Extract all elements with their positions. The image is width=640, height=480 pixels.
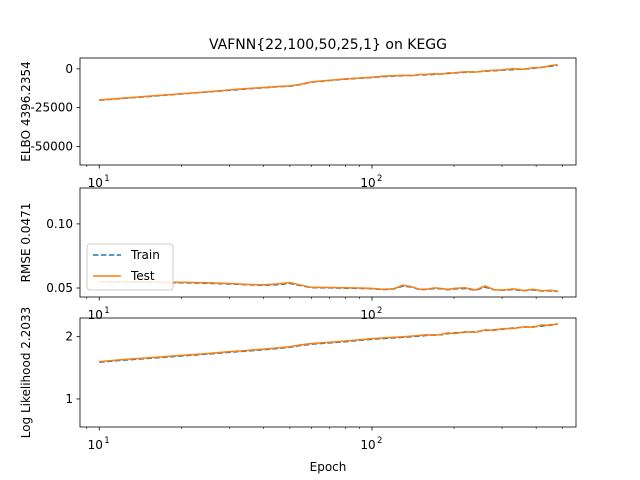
y-tick-label: 2 [65, 330, 73, 344]
legend-test-label: Test [130, 269, 155, 283]
y-tick-label: 1 [65, 392, 73, 406]
x-tick-exponent: 2 [377, 306, 382, 316]
x-tick-label: 10 [360, 438, 375, 452]
test-series-line [99, 63, 558, 101]
x-tick-exponent: 1 [104, 174, 109, 184]
x-tick-label: 10 [360, 308, 375, 322]
subplot-frame [79, 57, 577, 166]
y-tick-label: 0.10 [46, 217, 73, 231]
legend: Train Test [86, 243, 174, 291]
x-tick-label: 10 [88, 308, 103, 322]
y-tick-label: 0.05 [46, 281, 73, 295]
x-tick-label: 10 [88, 438, 103, 452]
x-tick-label: 10 [88, 176, 103, 190]
x-axis-label: Epoch [310, 460, 347, 474]
legend-train-label: Train [130, 248, 160, 262]
x-tick-exponent: 2 [377, 436, 382, 446]
test-series-line [99, 322, 558, 363]
y-tick-label: 0 [65, 62, 73, 76]
subplot-frame [79, 317, 577, 428]
y-tick-label: -25000 [30, 101, 73, 115]
chart-title: VAFNN{22,100,50,25,1} on KEGG [209, 37, 447, 53]
y-axis-label: Log Likelihood 2.2033 [19, 307, 33, 439]
x-tick-exponent: 2 [377, 174, 382, 184]
legend-box [86, 243, 174, 291]
x-tick-exponent: 1 [104, 436, 109, 446]
y-axis-label: RMSE 0.0471 [19, 203, 33, 283]
subplot-frame [79, 187, 577, 298]
y-axis-label: ELBO 4396.2354 [19, 61, 33, 161]
x-tick-exponent: 1 [104, 306, 109, 316]
y-tick-label: -50000 [30, 139, 73, 153]
x-tick-label: 10 [360, 176, 375, 190]
test-series-line [99, 280, 558, 292]
